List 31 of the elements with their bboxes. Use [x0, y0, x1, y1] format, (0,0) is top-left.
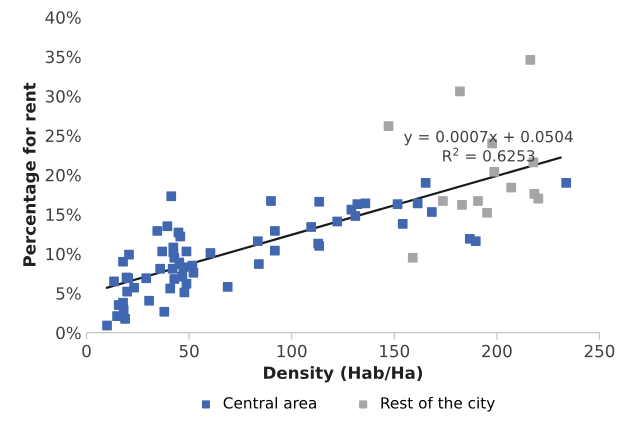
point — [506, 182, 516, 192]
annotation: y = 0.0007x + 0.0504 R$^{2}$ = 0.6253 — [404, 130, 573, 162]
point — [457, 200, 467, 210]
point — [525, 54, 536, 65]
y-tick-label: 25% — [46, 130, 81, 142]
x-tick-label: 50 — [180, 344, 199, 358]
y-tick-label: 0% — [56, 326, 81, 340]
y-tick-label: 40% — [45, 11, 81, 24]
legend-label: Central area — [224, 396, 316, 409]
point — [533, 194, 544, 204]
point — [438, 196, 448, 206]
x-axis-title: Density (Hab/Ha) — [264, 366, 422, 382]
point — [455, 86, 465, 96]
y-tick-label: 10% — [46, 248, 81, 260]
y-tick-label: 5% — [56, 287, 81, 300]
legend-label: Rest of the city — [381, 396, 495, 412]
y-tick-label: 15% — [46, 208, 81, 221]
point — [408, 252, 418, 263]
x-tick-label: 200 — [482, 344, 512, 358]
point — [489, 166, 500, 177]
point — [482, 208, 492, 218]
point — [384, 121, 394, 131]
y-tick-label: 20% — [46, 168, 81, 182]
x-tick-label: 0 — [82, 344, 91, 358]
y-tick-label: 30% — [46, 90, 81, 103]
x-tick-label: 250 — [584, 344, 614, 358]
x-tick-label: 100 — [278, 344, 306, 358]
point — [473, 196, 483, 206]
y-tick-label: 35% — [46, 50, 81, 64]
y-axis-title: Percentage for rent — [22, 82, 40, 266]
x-tick-label: 150 — [380, 344, 410, 358]
